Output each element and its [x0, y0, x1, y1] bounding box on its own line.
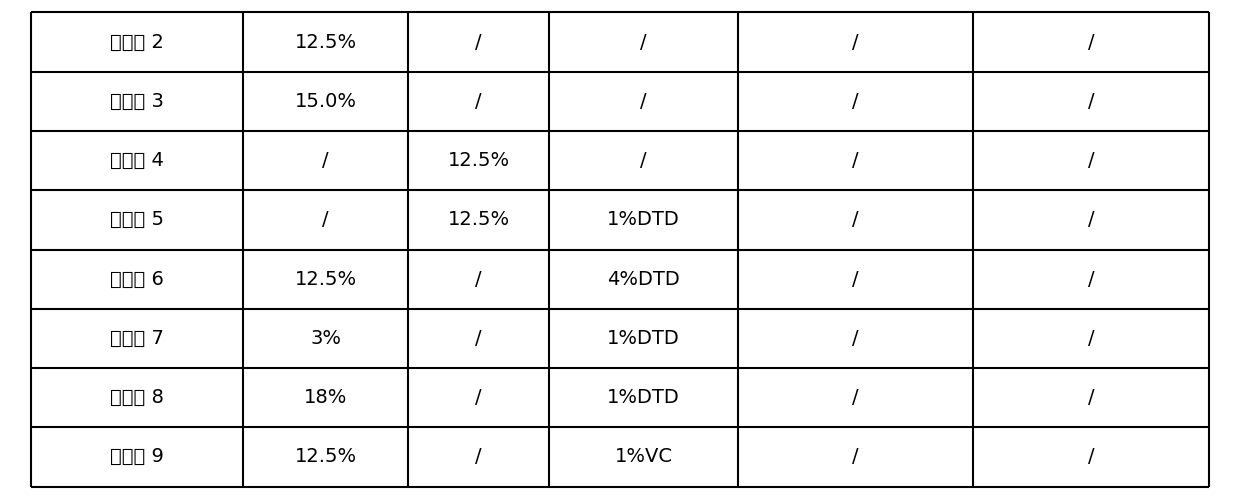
Text: /: /: [475, 329, 482, 348]
Text: 对比例 9: 对比例 9: [110, 448, 164, 467]
Text: /: /: [640, 92, 647, 111]
Text: /: /: [1087, 329, 1095, 348]
Text: /: /: [852, 92, 859, 111]
Text: /: /: [1087, 151, 1095, 170]
Text: 3%: 3%: [310, 329, 341, 348]
Text: /: /: [852, 388, 859, 407]
Text: 1%DTD: 1%DTD: [608, 388, 680, 407]
Text: 18%: 18%: [304, 388, 347, 407]
Text: /: /: [852, 269, 859, 288]
Text: /: /: [322, 151, 329, 170]
Text: /: /: [475, 92, 482, 111]
Text: 1%VC: 1%VC: [615, 448, 672, 467]
Text: /: /: [322, 211, 329, 230]
Text: /: /: [475, 32, 482, 51]
Text: 对比例 3: 对比例 3: [110, 92, 164, 111]
Text: /: /: [1087, 32, 1095, 51]
Text: /: /: [640, 151, 647, 170]
Text: /: /: [475, 269, 482, 288]
Text: /: /: [852, 448, 859, 467]
Text: 对比例 5: 对比例 5: [110, 211, 164, 230]
Text: /: /: [475, 448, 482, 467]
Text: 1%DTD: 1%DTD: [608, 329, 680, 348]
Text: /: /: [1087, 448, 1095, 467]
Text: /: /: [852, 329, 859, 348]
Text: 12.5%: 12.5%: [294, 269, 357, 288]
Text: /: /: [1087, 92, 1095, 111]
Text: 对比例 2: 对比例 2: [110, 32, 164, 51]
Text: /: /: [1087, 211, 1095, 230]
Text: 12.5%: 12.5%: [294, 448, 357, 467]
Text: /: /: [640, 32, 647, 51]
Text: 对比例 4: 对比例 4: [110, 151, 164, 170]
Text: /: /: [852, 32, 859, 51]
Text: 对比例 8: 对比例 8: [110, 388, 164, 407]
Text: 12.5%: 12.5%: [448, 151, 510, 170]
Text: 12.5%: 12.5%: [294, 32, 357, 51]
Text: /: /: [475, 388, 482, 407]
Text: /: /: [1087, 388, 1095, 407]
Text: 1%DTD: 1%DTD: [608, 211, 680, 230]
Text: 15.0%: 15.0%: [295, 92, 357, 111]
Text: 对比例 6: 对比例 6: [110, 269, 164, 288]
Text: 4%DTD: 4%DTD: [608, 269, 680, 288]
Text: 12.5%: 12.5%: [448, 211, 510, 230]
Text: /: /: [1087, 269, 1095, 288]
Text: /: /: [852, 211, 859, 230]
Text: /: /: [852, 151, 859, 170]
Text: 对比例 7: 对比例 7: [110, 329, 164, 348]
